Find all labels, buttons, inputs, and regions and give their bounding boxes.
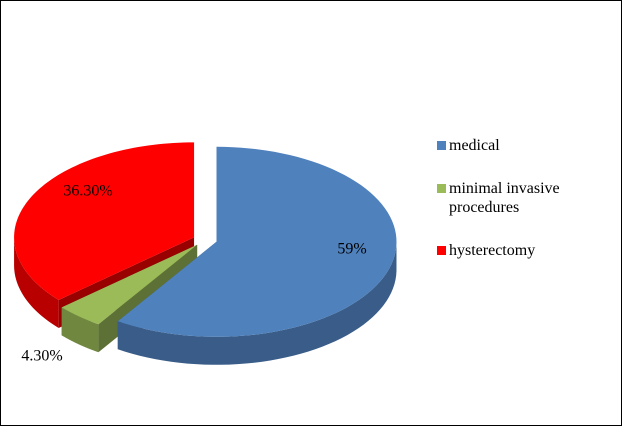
slice-wall — [117, 242, 397, 365]
slice — [14, 142, 195, 300]
legend-label: hysterectomy — [449, 242, 536, 259]
legend-swatch — [437, 141, 446, 150]
legend-item: medical — [437, 136, 587, 155]
legend: medical minimal invasive procedures hyster… — [437, 136, 587, 284]
slice — [61, 244, 198, 325]
legend-label: medical — [449, 137, 500, 154]
data-labels: 59% 4.30% 36.30% — [21, 183, 366, 365]
legend-label: minimal invasive procedures — [449, 180, 560, 216]
slice-wall — [61, 307, 99, 353]
data-label: 36.30% — [63, 183, 112, 200]
slice — [117, 146, 397, 337]
data-label: 4.30% — [21, 348, 62, 365]
legend-item: hysterectomy — [437, 241, 587, 260]
legend-swatch — [437, 246, 446, 255]
pie — [14, 142, 397, 365]
data-label: 59% — [337, 241, 366, 258]
slice-wall — [14, 237, 59, 328]
legend-item: minimal invasive procedures — [437, 179, 587, 217]
legend-swatch — [437, 184, 446, 193]
